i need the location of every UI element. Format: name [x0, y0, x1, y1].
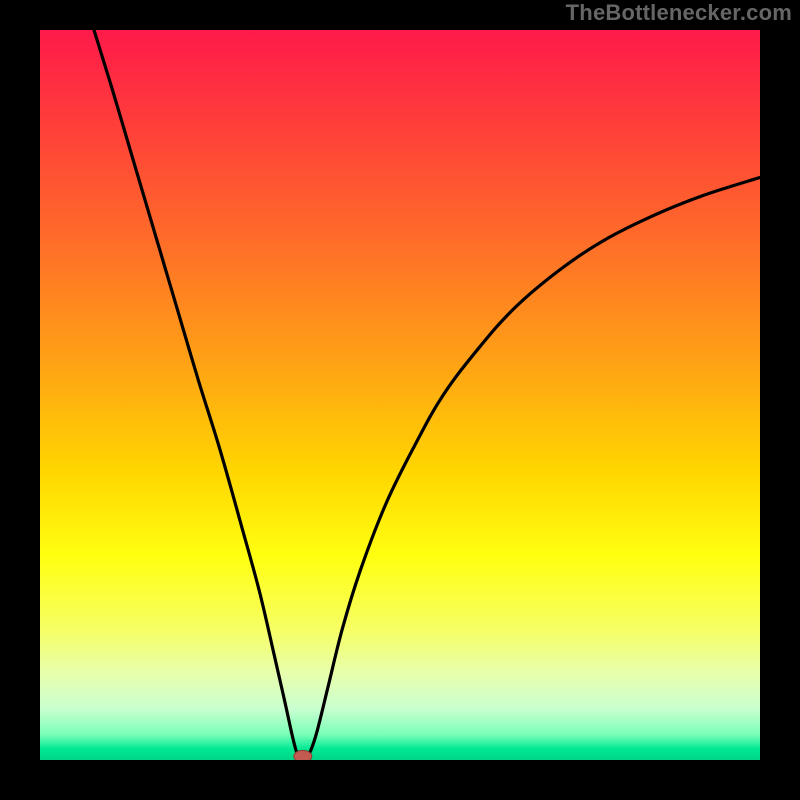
- plot-area: [40, 30, 760, 760]
- min-marker: [294, 750, 312, 760]
- watermark-text: TheBottlenecker.com: [566, 0, 792, 26]
- bottleneck-curve: [94, 30, 760, 756]
- curve-layer: [40, 30, 760, 760]
- chart-frame: TheBottlenecker.com: [0, 0, 800, 800]
